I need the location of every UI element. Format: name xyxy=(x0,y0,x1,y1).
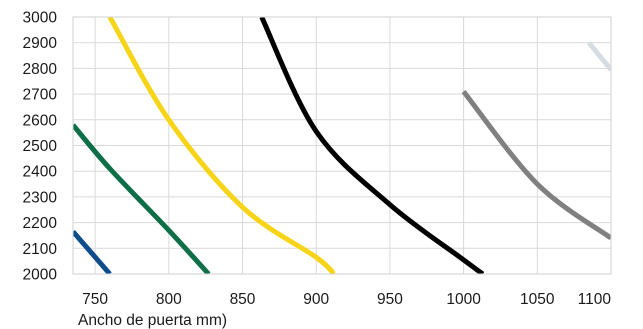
series-line-5 xyxy=(461,89,611,241)
y-tick-label: 2200 xyxy=(23,215,58,232)
y-tick-label: 3000 xyxy=(23,10,58,27)
y-tick-label: 2700 xyxy=(23,87,58,104)
series-line-1 xyxy=(73,229,112,274)
x-tick-label: 800 xyxy=(156,291,182,308)
x-tick-label: 1000 xyxy=(446,291,481,308)
y-tick-label: 2000 xyxy=(23,267,58,284)
x-tick-label: 1050 xyxy=(520,291,555,308)
x-tick-label: 950 xyxy=(377,291,403,308)
grid xyxy=(73,16,612,275)
series-line-6 xyxy=(586,41,611,72)
y-axis-ticks: 2000 2100 2200 2300 2400 2500 2600 2700 2800 2900… xyxy=(23,10,58,284)
x-tick-label: 900 xyxy=(303,291,329,308)
y-tick-label: 2900 xyxy=(23,35,58,52)
y-tick-label: 2500 xyxy=(23,138,58,155)
y-tick-label: 2800 xyxy=(23,61,58,78)
y-tick-label: 2100 xyxy=(23,241,58,258)
x-tick-label: 1100 xyxy=(578,291,612,308)
series-line-4 xyxy=(259,17,485,274)
x-axis-ticks: 750 800 850 900 950 1000 1050 1100 xyxy=(82,291,611,308)
x-tick-label: 750 xyxy=(82,291,108,308)
y-tick-label: 2300 xyxy=(23,189,58,206)
series-group xyxy=(73,17,611,274)
y-tick-label: 2400 xyxy=(23,164,58,181)
x-tick-label: 850 xyxy=(230,291,256,308)
y-tick-label: 2600 xyxy=(23,112,58,129)
series-line-2 xyxy=(73,123,211,274)
series-line-3 xyxy=(107,17,336,274)
x-axis-label: Ancho de puerta mm) xyxy=(78,312,227,329)
plot-frame xyxy=(72,16,612,275)
